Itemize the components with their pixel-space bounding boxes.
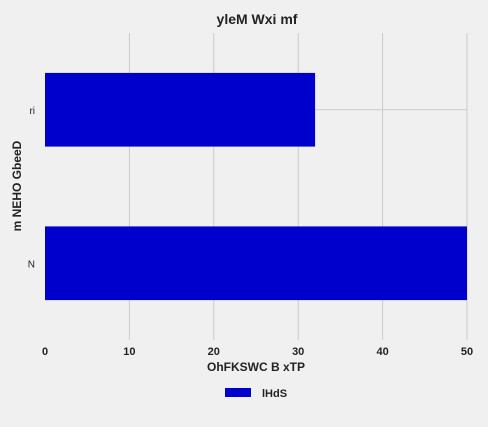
y-axis-label: m NEHO GbeeD — [10, 140, 24, 231]
category-labels: ri N — [28, 106, 35, 271]
x-tick-label: 0 — [42, 346, 48, 358]
y-tick-label: ri — [29, 106, 35, 117]
legend: lHdS — [225, 388, 287, 400]
legend-label: lHdS — [262, 388, 287, 400]
bars — [45, 72, 467, 301]
bar-N — [45, 226, 467, 301]
x-axis-label: OhFKSWC B xTP — [207, 360, 305, 374]
y-tick-label: N — [28, 259, 35, 270]
x-tick-label: 50 — [461, 346, 473, 358]
x-tick-labels: 0 10 20 30 40 50 — [42, 346, 473, 358]
bar-ri — [45, 72, 316, 147]
x-tick-label: 40 — [376, 346, 388, 358]
x-tick-label: 30 — [292, 346, 304, 358]
x-tick-label: 20 — [208, 346, 220, 358]
chart-title: yleM Wxi mf — [217, 11, 298, 27]
x-tick-label: 10 — [123, 346, 135, 358]
legend-swatch — [225, 388, 251, 397]
